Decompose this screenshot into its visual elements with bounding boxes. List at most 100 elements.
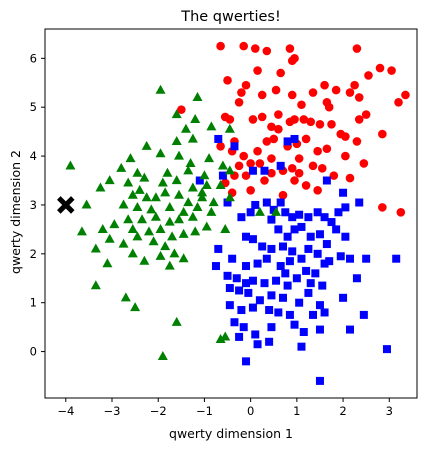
red-circle-point — [253, 146, 262, 156]
blue-square-point — [292, 274, 301, 283]
blue-square-point — [382, 345, 391, 354]
green-triangle-point — [141, 192, 152, 202]
x-tick-label: 3 — [386, 404, 393, 418]
red-circle-point — [290, 176, 299, 185]
blue-square-point — [248, 235, 257, 244]
green-triangle-point — [160, 187, 171, 197]
green-triangle-point — [90, 280, 101, 290]
red-circle-point — [329, 171, 339, 180]
green-triangle-point — [180, 123, 191, 133]
red-circle-point — [341, 151, 350, 161]
blue-square-point — [262, 254, 271, 263]
red-circle-point — [241, 171, 251, 180]
green-triangle-point — [127, 223, 138, 233]
blue-square-point — [285, 310, 294, 319]
blue-square-point — [341, 232, 350, 241]
blue-square-point — [255, 296, 264, 305]
blue-square-point — [223, 198, 232, 207]
green-triangle-point — [208, 197, 219, 207]
blue-square-point — [235, 332, 244, 341]
red-circle-point — [267, 168, 276, 178]
green-triangle-point — [155, 148, 166, 158]
green-triangle-point — [104, 233, 115, 243]
blue-square-point — [242, 232, 251, 241]
blue-square-point — [214, 134, 223, 143]
blue-square-point — [251, 330, 260, 339]
blue-square-point — [281, 269, 290, 278]
y-tick-label: 1 — [30, 296, 37, 310]
green-triangle-point — [206, 121, 217, 131]
blue-square-point — [288, 247, 297, 256]
red-circle-point — [352, 137, 362, 146]
x-axis-label: qwerty dimension 1 — [169, 426, 293, 441]
green-triangle-point — [132, 231, 143, 241]
green-triangle-point — [155, 250, 166, 260]
green-triangle-point — [187, 211, 198, 221]
red-circle-point — [241, 80, 251, 90]
plot-area — [45, 29, 417, 398]
red-circle-point — [345, 88, 355, 97]
blue-square-point — [253, 340, 262, 349]
blue-square-point — [315, 301, 324, 310]
red-circle-point — [322, 144, 332, 154]
blue-square-point — [232, 274, 241, 283]
green-triangle-point — [130, 302, 141, 312]
green-triangle-point — [143, 226, 154, 236]
blue-square-point — [274, 308, 283, 317]
red-circle-point — [361, 110, 371, 119]
x-tick-label: −2 — [150, 404, 167, 418]
green-triangle-point — [197, 192, 208, 202]
blue-square-point — [235, 286, 244, 295]
red-circle-point — [341, 132, 350, 141]
red-circle-point — [396, 207, 406, 217]
green-triangle-point — [201, 221, 212, 231]
green-triangle-point — [162, 167, 173, 177]
red-circle-point — [234, 98, 244, 107]
blue-square-point — [290, 225, 299, 234]
blue-square-point — [306, 232, 315, 241]
red-circle-point — [354, 93, 364, 102]
blue-square-point — [290, 320, 299, 329]
red-circle-point — [239, 41, 249, 51]
green-triangle-point — [187, 133, 198, 143]
green-triangle-point — [254, 206, 265, 216]
y-tick-label: 2 — [30, 247, 37, 261]
y-tick-label: 5 — [30, 100, 37, 114]
blue-square-point — [336, 252, 345, 261]
blue-square-point — [318, 281, 327, 290]
red-circle-point — [267, 154, 276, 163]
y-tick-label: 3 — [30, 198, 37, 212]
green-triangle-point — [224, 123, 235, 133]
red-circle-point — [359, 159, 369, 168]
green-triangle-point — [178, 228, 189, 238]
green-triangle-point — [164, 201, 175, 211]
red-circle-point — [287, 163, 297, 173]
blue-square-point — [225, 284, 234, 293]
blue-square-point — [304, 213, 313, 222]
blue-square-point — [267, 215, 276, 224]
y-tick-label: 6 — [30, 51, 37, 65]
red-circle-point — [401, 90, 410, 100]
blue-square-point — [325, 257, 334, 266]
green-triangle-point — [271, 206, 282, 216]
green-triangle-point — [178, 253, 189, 263]
blue-square-point — [253, 259, 262, 268]
red-circle-point — [285, 44, 295, 53]
blue-square-point — [248, 303, 257, 312]
red-circle-point — [331, 85, 341, 95]
green-triangle-point — [169, 248, 180, 258]
red-circle-point — [317, 163, 327, 173]
blue-square-point — [267, 323, 276, 332]
blue-square-point — [334, 208, 343, 217]
red-circle-point — [274, 124, 283, 134]
red-circle-point — [260, 176, 269, 185]
blue-square-point — [297, 254, 306, 263]
red-circle-point — [378, 203, 387, 212]
blue-square-point — [237, 306, 246, 315]
green-triangle-point — [199, 170, 210, 180]
chart-title: The qwerties! — [180, 9, 281, 25]
green-triangle-point — [167, 231, 178, 241]
x-tick-label: 2 — [339, 404, 346, 418]
blue-square-point — [320, 259, 329, 268]
red-circle-point — [234, 161, 244, 171]
